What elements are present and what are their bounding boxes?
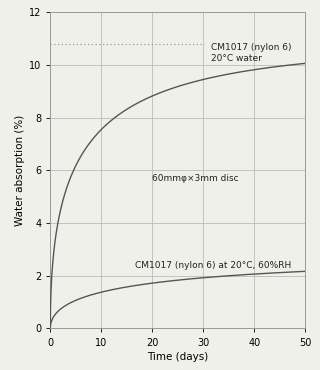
Text: CM1017 (nylon 6) at 20°C, 60%RH: CM1017 (nylon 6) at 20°C, 60%RH [134,261,291,270]
X-axis label: Time (days): Time (days) [147,352,209,361]
Text: CM1017 (nylon 6)
20°C water: CM1017 (nylon 6) 20°C water [211,43,292,63]
Text: 60mmφ×3mm disc: 60mmφ×3mm disc [152,174,239,183]
Y-axis label: Water absorption (%): Water absorption (%) [15,115,25,226]
